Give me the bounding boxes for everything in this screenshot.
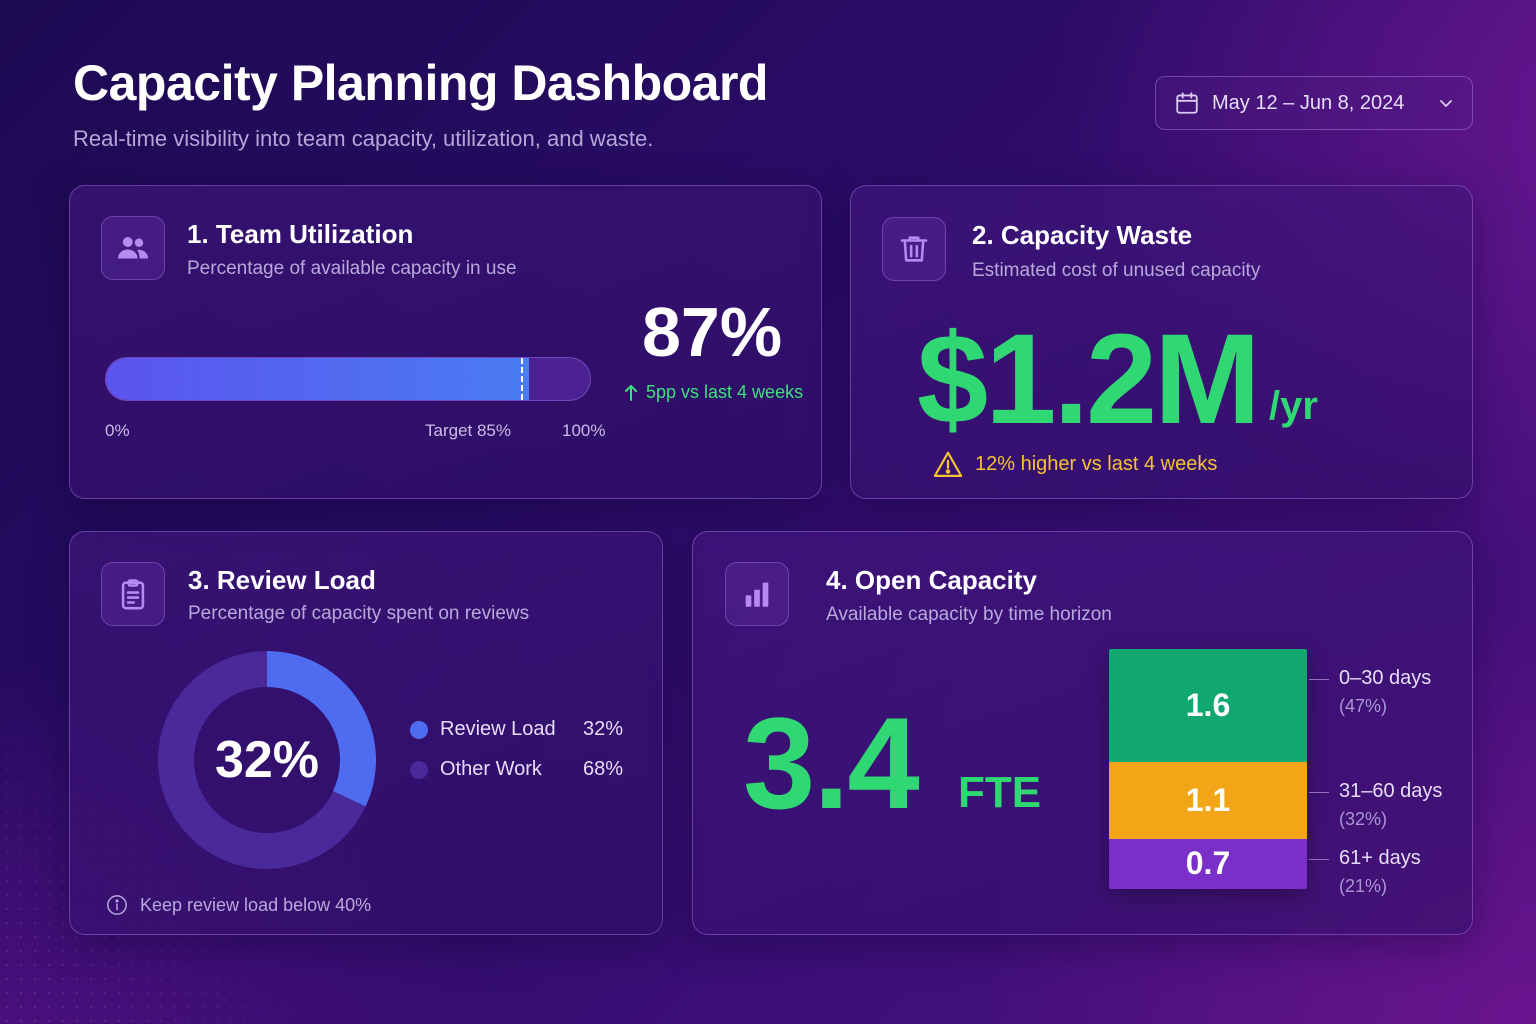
page-subtitle: Real-time visibility into team capacity,…	[73, 126, 654, 151]
legend-dot	[410, 760, 428, 779]
segment-connector	[1309, 679, 1329, 680]
segment-percent: (47%)	[1339, 696, 1388, 716]
arrow-up-icon	[625, 384, 637, 401]
waste-unit: /yr	[1269, 384, 1318, 428]
legend-value: 32%	[583, 718, 624, 740]
segment-horizon: 31–60 days	[1339, 779, 1443, 802]
segment-connector	[1309, 858, 1329, 860]
legend-item-other-work: Other Work 68%	[410, 758, 623, 781]
trash-icon	[900, 236, 928, 262]
warning-text: 12% higher vs last 4 weeks	[975, 452, 1218, 475]
users-icon	[118, 237, 148, 259]
trash-icon-box	[882, 217, 946, 281]
date-range-label: May 12 – Jun 8, 2024	[1212, 91, 1405, 114]
waste-warning: 12% higher vs last 4 weeks	[933, 450, 1217, 478]
legend-item-review-load: Review Load 32%	[410, 718, 623, 741]
page-title: Capacity Planning Dashboard	[73, 55, 768, 111]
target-marker	[521, 358, 524, 400]
stack-segment-3: 0.7	[1109, 838, 1307, 889]
legend-value: 68%	[583, 758, 624, 780]
note-text: Keep review load below 40%	[140, 894, 372, 915]
card-title: 2. Capacity Waste	[972, 220, 1193, 250]
users-icon-box	[101, 216, 165, 280]
warning-icon	[933, 451, 963, 477]
utilization-trend: 5pp vs last 4 weeks	[624, 382, 803, 403]
utilization-value: 87%	[642, 293, 783, 371]
donut-center-value: 32%	[214, 731, 320, 789]
capacity-waste-card: 2. Capacity Waste Estimated cost of unus…	[850, 185, 1473, 499]
segment-horizon: 61+ days	[1339, 846, 1421, 869]
stack-segment-2: 1.1	[1109, 761, 1307, 839]
open-capacity-value: 3.4	[743, 690, 920, 836]
legend-dot	[410, 720, 428, 739]
utilization-bar	[105, 357, 591, 401]
segment-percent: (32%)	[1339, 808, 1388, 829]
axis-start-label: 0%	[105, 421, 130, 440]
chevron-down-icon	[1440, 100, 1452, 107]
segment-connector	[1309, 791, 1329, 793]
legend-label: Other Work	[440, 758, 542, 780]
legend-label: Review Load	[440, 718, 556, 740]
segment-label: 0–30 days (47%)	[1339, 664, 1431, 720]
date-range-picker[interactable]: May 12 – Jun 8, 2024	[1155, 76, 1473, 130]
donut-slice-other-work	[158, 651, 376, 869]
segment-label: 31–60 days (32%)	[1339, 777, 1442, 833]
info-icon	[107, 895, 127, 915]
segment-percent: (21%)	[1339, 875, 1388, 896]
review-note: Keep review load below 40%	[106, 894, 371, 916]
utilization-bar-fill	[106, 358, 529, 400]
review-donut-chart	[158, 651, 376, 869]
open-capacity-card: 4. Open Capacity Available capacity by t…	[692, 531, 1473, 935]
segment-horizon: 0–30 days	[1339, 667, 1432, 689]
axis-target-label: Target 85%	[425, 421, 511, 440]
axis-end-label: 100%	[562, 421, 606, 440]
stack-segment-1: 1.6	[1109, 649, 1307, 762]
clipboard-icon-box	[101, 562, 165, 626]
card-subtitle: Percentage of available capacity in use	[187, 258, 517, 279]
bar-chart-icon	[745, 582, 769, 607]
card-subtitle: Available capacity by time horizon	[826, 604, 1112, 625]
trend-text: 5pp vs last 4 weeks	[646, 382, 804, 402]
review-load-card: 3. Review Load Percentage of capacity sp…	[69, 531, 663, 935]
card-title: 3. Review Load	[188, 565, 376, 595]
card-title: 4. Open Capacity	[826, 565, 1037, 595]
clipboard-icon	[121, 579, 145, 610]
team-utilization-card: 1. Team Utilization Percentage of availa…	[69, 185, 822, 499]
segment-label: 61+ days (21%)	[1339, 844, 1421, 900]
card-title: 1. Team Utilization	[187, 219, 414, 249]
card-subtitle: Estimated cost of unused capacity	[972, 260, 1261, 281]
capacity-stacked-bar: 1.6 1.1 0.7	[1109, 649, 1307, 889]
waste-value: $1.2M	[917, 308, 1261, 451]
card-subtitle: Percentage of capacity spent on reviews	[188, 603, 530, 624]
bar-chart-icon-box	[725, 562, 789, 626]
calendar-icon	[1176, 92, 1198, 114]
open-capacity-unit: FTE	[958, 768, 1042, 817]
